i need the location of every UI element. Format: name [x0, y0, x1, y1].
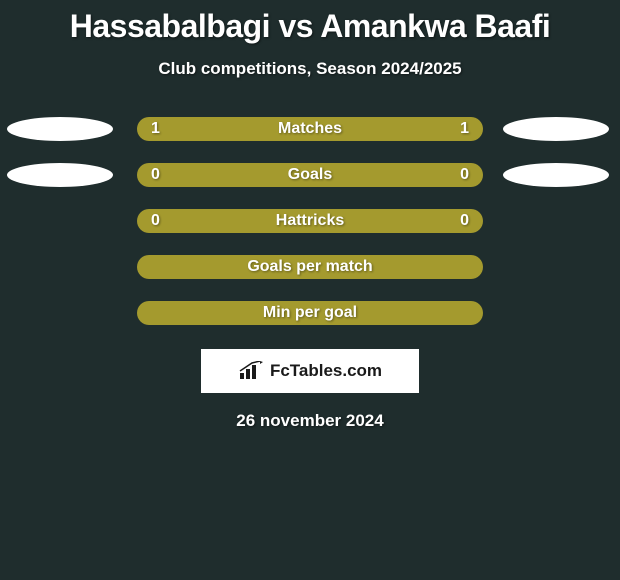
stat-row-min-per-goal: Min per goal — [0, 301, 620, 325]
subtitle: Club competitions, Season 2024/2025 — [158, 59, 461, 79]
stat-bar: 0 Goals 0 — [137, 163, 483, 187]
avatar-right-placeholder — [503, 117, 609, 141]
stat-row-matches: 1 Matches 1 — [0, 117, 620, 141]
stat-left-value: 1 — [151, 120, 160, 138]
stat-bar: 1 Matches 1 — [137, 117, 483, 141]
stat-bar: Min per goal — [137, 301, 483, 325]
avatar-right-placeholder — [503, 163, 609, 187]
stat-label: Goals per match — [247, 258, 372, 276]
page-title: Hassabalbagi vs Amankwa Baafi — [70, 8, 551, 45]
chart-icon — [238, 361, 264, 381]
stat-left-value: 0 — [151, 166, 160, 184]
stat-right-value: 1 — [460, 120, 469, 138]
stat-row-goals: 0 Goals 0 — [0, 163, 620, 187]
stat-right-value: 0 — [460, 166, 469, 184]
stat-row-goals-per-match: Goals per match — [0, 255, 620, 279]
logo-text: FcTables.com — [270, 361, 382, 381]
avatar-left-placeholder — [7, 117, 113, 141]
date-text: 26 november 2024 — [236, 411, 383, 431]
logo-box: FcTables.com — [201, 349, 419, 393]
stat-label: Hattricks — [276, 212, 344, 230]
stat-bar: Goals per match — [137, 255, 483, 279]
stat-label: Matches — [278, 120, 342, 138]
stat-bar: 0 Hattricks 0 — [137, 209, 483, 233]
stat-left-value: 0 — [151, 212, 160, 230]
stat-label: Goals — [288, 166, 332, 184]
stat-right-value: 0 — [460, 212, 469, 230]
stat-label: Min per goal — [263, 304, 357, 322]
avatar-left-placeholder — [7, 163, 113, 187]
infographic-container: Hassabalbagi vs Amankwa Baafi Club compe… — [0, 0, 620, 431]
stat-row-hattricks: 0 Hattricks 0 — [0, 209, 620, 233]
